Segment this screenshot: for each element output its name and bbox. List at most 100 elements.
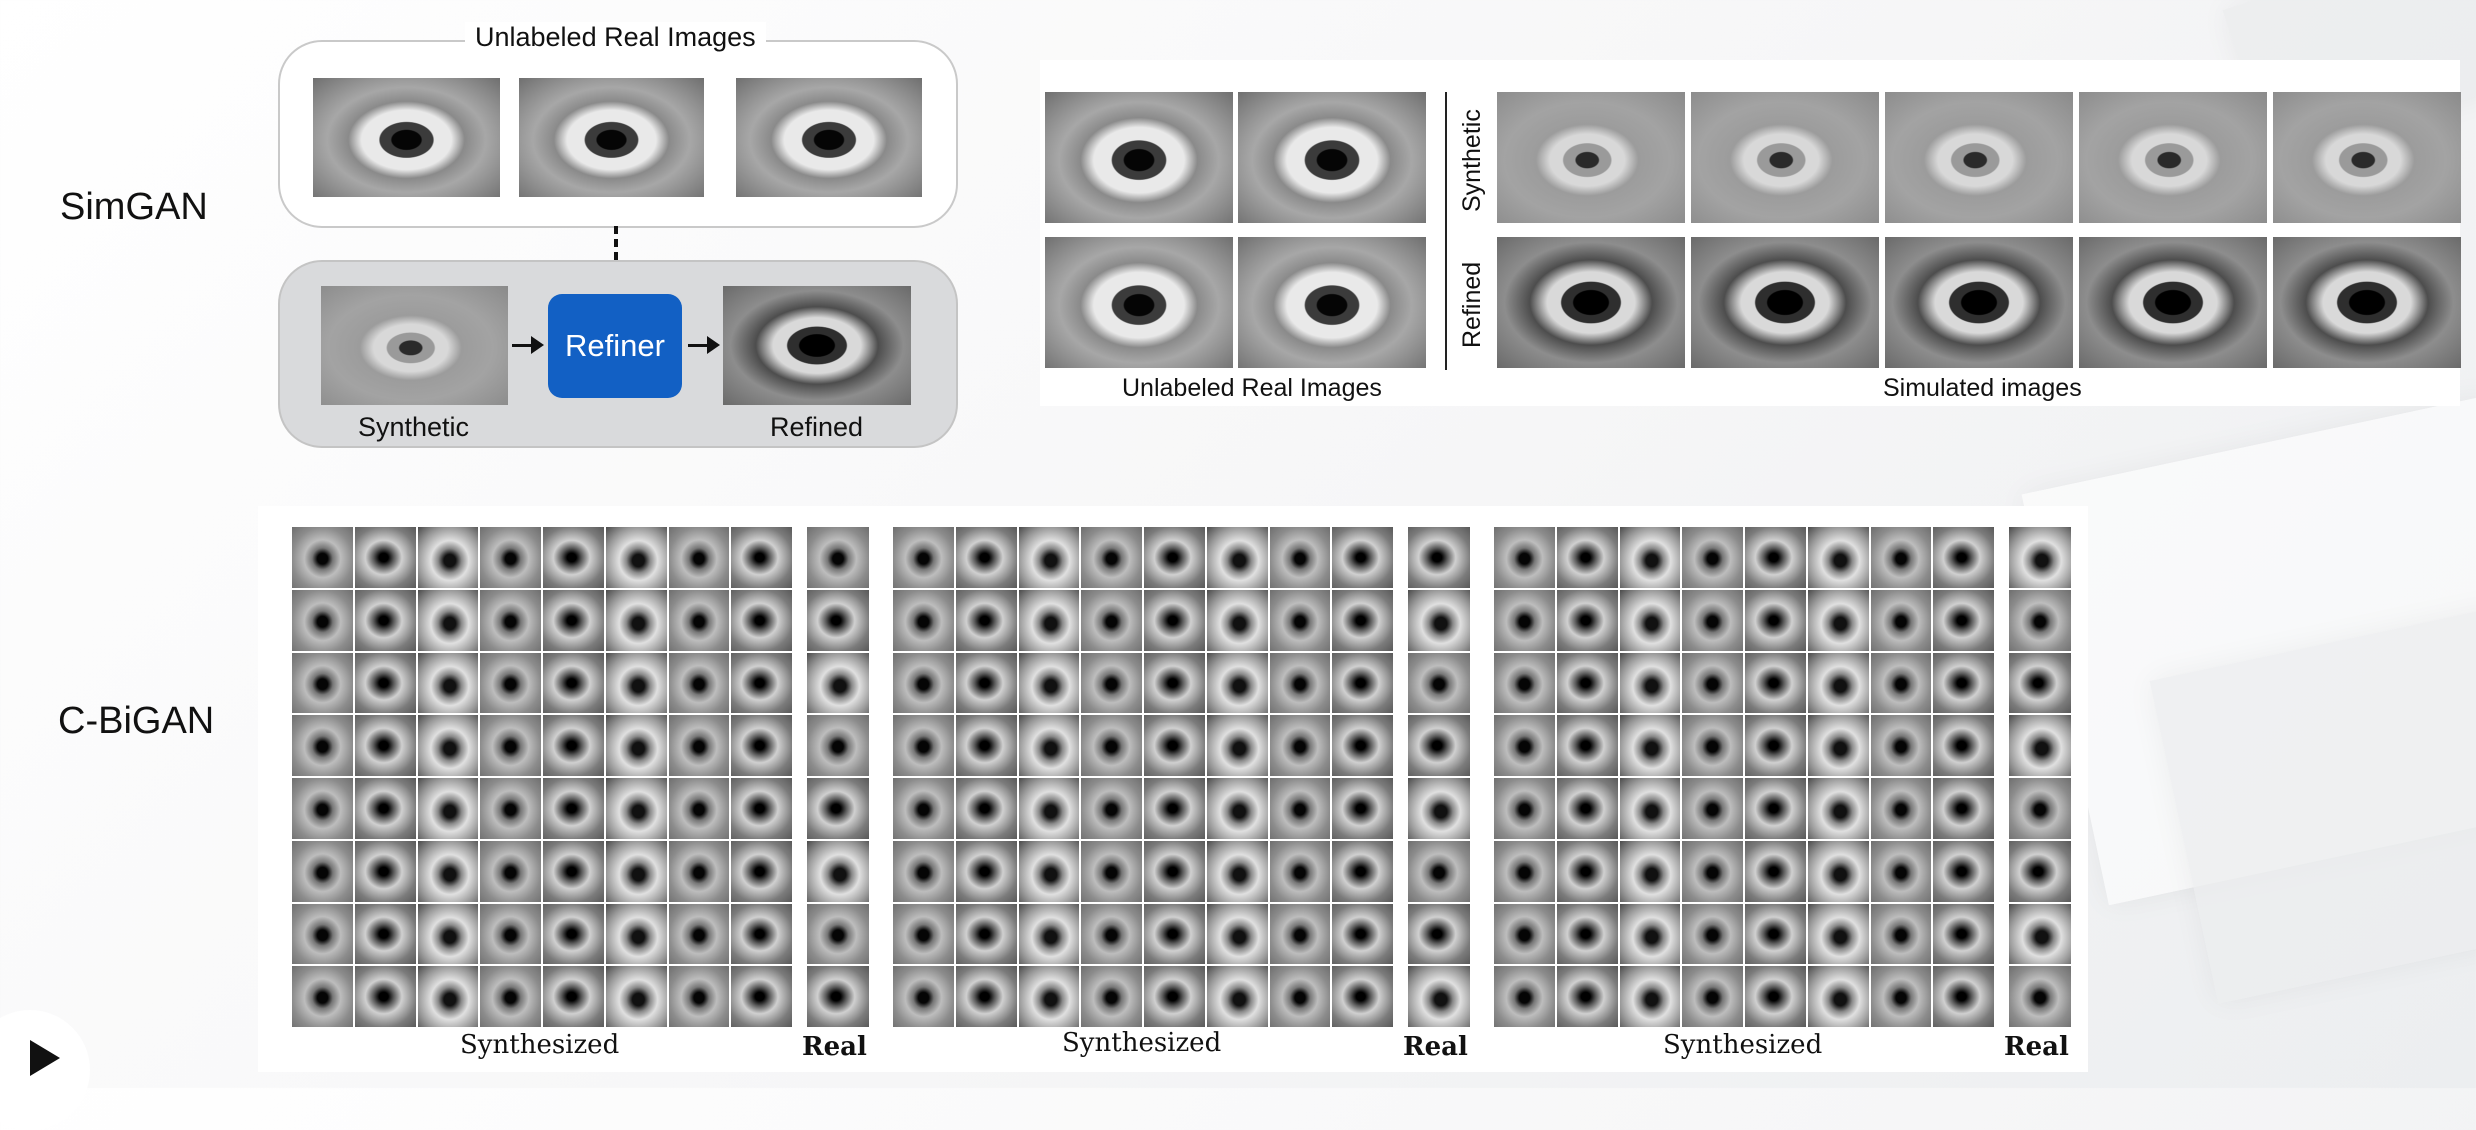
real-eye-thumbnail: [2009, 527, 2071, 588]
eye-thumbnail: [1807, 589, 1869, 651]
synthesized-caption: Synthesized: [1062, 1028, 1222, 1058]
eye-thumbnail: [292, 589, 353, 651]
eye-thumbnail: [1556, 778, 1618, 839]
synthetic-row-label: Synthetic: [1458, 109, 1486, 212]
divider: [1445, 92, 1447, 370]
eye-thumbnail: [1332, 527, 1393, 588]
eye-thumbnail: [1870, 778, 1932, 839]
real-eye-column: [2009, 527, 2071, 1027]
real-eye-column: [1408, 527, 1470, 1027]
real-eye-thumbnail: [807, 903, 869, 965]
eye-thumbnail: [1144, 527, 1205, 588]
eye-thumbnail: [1807, 840, 1869, 902]
eye-thumbnail: [543, 715, 604, 776]
eye-thumbnail: [1807, 778, 1869, 839]
real-images-title: Unlabeled Real Images: [465, 22, 766, 53]
eye-thumbnail: [417, 778, 479, 839]
eye-thumbnail: [543, 527, 604, 588]
eye-thumbnail: [1206, 589, 1268, 651]
real-eye-thumbnail: [807, 966, 869, 1027]
eye-thumbnail: [731, 778, 792, 839]
eye-thumbnail: [1807, 903, 1869, 965]
real-eye-thumbnail: [1408, 966, 1470, 1027]
eye-thumbnail: [1745, 840, 1806, 902]
eye-thumbnail: [1269, 715, 1331, 776]
eye-thumbnail: [1619, 527, 1681, 588]
eye-thumbnail: [1682, 527, 1743, 588]
eye-thumbnail: [354, 778, 416, 839]
eye-thumbnail: [1332, 840, 1393, 902]
row-label-simgan: SimGAN: [60, 186, 208, 228]
eye-thumbnail: [731, 966, 792, 1027]
real-caption: Real: [2004, 1032, 2069, 1062]
eye-thumbnail: [1556, 840, 1618, 902]
eye-thumbnail: [1870, 840, 1932, 902]
eye-thumbnail: [893, 527, 954, 588]
real-eye-thumbnail: [807, 527, 869, 588]
eye-thumbnail: [1494, 778, 1555, 839]
eye-thumbnail: [1269, 589, 1331, 651]
eye-thumbnail: [1332, 589, 1393, 651]
eye-thumbnail: [1206, 778, 1268, 839]
eye-thumbnail: [543, 589, 604, 651]
eye-thumbnail: [292, 652, 353, 714]
eye-thumbnail: [1269, 652, 1331, 714]
eye-thumbnail: [1081, 652, 1142, 714]
eye-thumbnail: [543, 903, 604, 965]
real-eye-image: [519, 78, 704, 197]
refined-eye-image: [2079, 237, 2267, 368]
eye-thumbnail: [417, 589, 479, 651]
eye-thumbnail: [1144, 652, 1205, 714]
eye-thumbnail: [731, 527, 792, 588]
real-eye-thumbnail: [807, 652, 869, 714]
real-eye-image: [1045, 92, 1233, 223]
eye-thumbnail: [1619, 903, 1681, 965]
eye-thumbnail: [1619, 778, 1681, 839]
eye-thumbnail: [480, 715, 541, 776]
eye-thumbnail: [731, 903, 792, 965]
real-eye-thumbnail: [2009, 903, 2071, 965]
eye-thumbnail: [1018, 966, 1080, 1027]
eye-thumbnail: [1807, 652, 1869, 714]
real-eye-thumbnail: [1408, 840, 1470, 902]
eye-thumbnail: [1144, 840, 1205, 902]
eye-thumbnail: [1556, 903, 1618, 965]
real-eye-thumbnail: [1408, 527, 1470, 588]
real-eye-thumbnail: [1408, 778, 1470, 839]
play-icon[interactable]: [30, 1040, 60, 1076]
eye-thumbnail: [1018, 652, 1080, 714]
eye-thumbnail: [1933, 527, 1994, 588]
eye-thumbnail: [292, 715, 353, 776]
eye-thumbnail: [1144, 966, 1205, 1027]
eye-thumbnail: [955, 778, 1017, 839]
eye-thumbnail: [1933, 903, 1994, 965]
real-eye-image: [1238, 92, 1426, 223]
eye-thumbnail: [955, 589, 1017, 651]
eye-thumbnail: [1332, 715, 1393, 776]
eye-thumbnail: [605, 966, 667, 1027]
eye-thumbnail: [1081, 715, 1142, 776]
real-caption: Real: [802, 1032, 867, 1062]
eye-thumbnail: [605, 715, 667, 776]
real-caption: Real: [1403, 1032, 1468, 1062]
eye-thumbnail: [955, 966, 1017, 1027]
eye-thumbnail: [292, 527, 353, 588]
synthesized-caption: Synthesized: [1663, 1030, 1823, 1060]
eye-thumbnail: [1144, 778, 1205, 839]
eye-thumbnail: [1556, 715, 1618, 776]
eye-thumbnail: [605, 840, 667, 902]
eye-thumbnail: [1619, 652, 1681, 714]
eye-thumbnail: [1745, 903, 1806, 965]
eye-thumbnail: [292, 778, 353, 839]
eye-thumbnail: [731, 840, 792, 902]
eye-thumbnail: [605, 589, 667, 651]
eye-thumbnail: [668, 652, 730, 714]
eye-thumbnail: [1619, 715, 1681, 776]
refiner-block: Refiner: [548, 294, 682, 398]
real-eye-thumbnail: [807, 778, 869, 839]
real-eye-image: [313, 78, 500, 197]
eye-thumbnail: [1269, 527, 1331, 588]
eye-thumbnail: [668, 903, 730, 965]
eye-thumbnail: [1870, 652, 1932, 714]
real-eye-image: [736, 78, 922, 197]
